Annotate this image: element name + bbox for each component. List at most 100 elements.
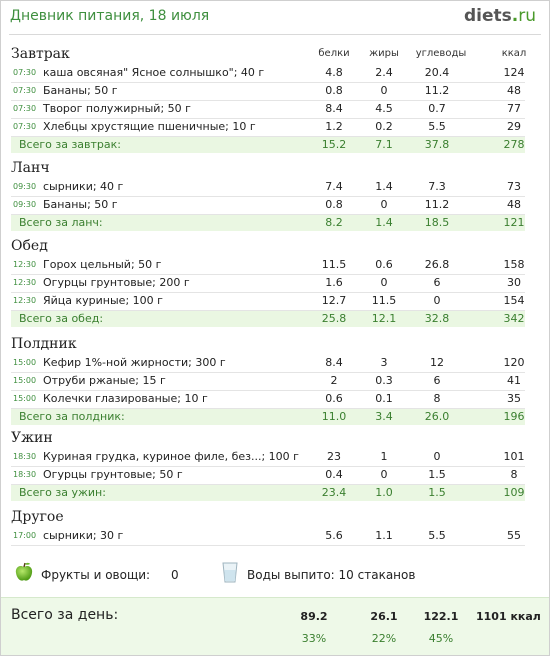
food-time: 15:00 [13, 358, 37, 367]
food-row[interactable]: 12:30 Огурцы грунтовые; 200 г 1.6 0 6 30 [11, 275, 525, 293]
meal-total-kcal: 196 [503, 410, 525, 423]
meal-total-row: Всего за завтрак: 15.2 7.1 37.8 278 [11, 137, 525, 153]
meal-title: Полдник [11, 336, 77, 352]
food-kcal: 77 [507, 102, 521, 115]
food-protein: 1.2 [325, 120, 343, 133]
food-protein: 1.6 [325, 276, 343, 289]
food-carbs: 0 [433, 450, 441, 463]
food-protein: 0.4 [325, 468, 343, 481]
food-carbs: 0.7 [428, 102, 446, 115]
food-fat: 0.2 [375, 120, 393, 133]
food-time: 12:30 [13, 260, 37, 269]
fruits-value: 0 [171, 568, 179, 582]
meal-total-protein: 23.4 [321, 486, 347, 499]
food-protein: 0.8 [325, 198, 343, 211]
food-name: Бананы; 50 г [43, 198, 118, 211]
meal-total-fat: 1.4 [375, 216, 393, 229]
food-fat: 1.1 [375, 529, 393, 542]
page-title: Дневник питания, 18 июля [10, 8, 210, 24]
column-protein: белки [318, 48, 350, 59]
day-fat: 26.1 [370, 610, 398, 623]
day-carbs-pct: 45% [428, 632, 454, 645]
food-row[interactable]: 18:30 Куриная грудка, куриное филе, без..… [11, 449, 525, 467]
meal-total-kcal: 121 [503, 216, 525, 229]
food-carbs: 8 [433, 392, 441, 405]
food-carbs: 20.4 [424, 66, 450, 79]
day-total-label: Всего за день: [11, 607, 119, 623]
meal-total-label: Всего за полдник: [19, 410, 125, 423]
food-fat: 0 [380, 198, 388, 211]
food-time: 07:30 [13, 68, 37, 77]
meal-title: Другое [11, 509, 64, 525]
meal-title: Обед [11, 238, 48, 254]
food-row[interactable]: 17:00 сырники; 30 г 5.6 1.1 5.5 55 [11, 528, 525, 546]
column-carbs: углеводы [415, 48, 467, 59]
food-row[interactable]: 15:00 Колечки глазированые; 10 г 0.6 0.1 8 35 [11, 391, 525, 409]
food-row[interactable]: 18:30 Огурцы грунтовые; 50 г 0.4 0 1.5 8 [11, 467, 525, 485]
food-row[interactable]: 09:30 Бананы; 50 г 0.8 0 11.2 48 [11, 197, 525, 215]
food-kcal: 101 [503, 450, 525, 463]
food-kcal: 41 [507, 374, 521, 387]
food-kcal: 48 [507, 84, 521, 97]
food-carbs: 6 [433, 374, 441, 387]
food-name: Огурцы грунтовые; 200 г [43, 276, 190, 289]
apple-icon [15, 562, 33, 581]
header-divider [9, 34, 541, 35]
food-row[interactable]: 07:30 Бананы; 50 г 0.8 0 11.2 48 [11, 83, 525, 101]
food-row[interactable]: 12:30 Горох цельный; 50 г 11.5 0.6 26.8 158 [11, 257, 525, 275]
food-carbs: 11.2 [424, 198, 450, 211]
food-name: сырники; 40 г [43, 180, 124, 193]
meal-total-row: Всего за обед: 25.8 12.1 32.8 342 [11, 311, 525, 327]
food-time: 07:30 [13, 104, 37, 113]
food-row[interactable]: 15:00 Отруби ржаные; 15 г 2 0.3 6 41 [11, 373, 525, 391]
food-kcal: 29 [507, 120, 521, 133]
food-fat: 0.3 [375, 374, 393, 387]
food-fat: 1 [380, 450, 388, 463]
food-name: Кефир 1%-ной жирности; 300 г [43, 356, 226, 369]
food-kcal: 8 [510, 468, 518, 481]
food-carbs: 5.5 [428, 120, 446, 133]
food-fat: 0 [380, 276, 388, 289]
food-protein: 0.6 [325, 392, 343, 405]
meal-total-label: Всего за ужин: [19, 486, 106, 499]
food-kcal: 120 [503, 356, 525, 369]
food-row[interactable]: 07:30 каша овсяная" Ясное солнышко"; 40 г… [11, 65, 525, 83]
food-fat: 0.6 [375, 258, 393, 271]
food-kcal: 30 [507, 276, 521, 289]
food-protein: 7.4 [325, 180, 343, 193]
meal-total-protein: 15.2 [321, 138, 347, 151]
logo-tld: ru [518, 6, 536, 26]
food-protein: 5.6 [325, 529, 343, 542]
food-fat: 4.5 [375, 102, 393, 115]
column-kcal: ккал [501, 48, 527, 59]
food-row[interactable]: 12:30 Яйца куриные; 100 г 12.7 11.5 0 154 [11, 293, 525, 311]
food-time: 07:30 [13, 122, 37, 131]
food-kcal: 55 [507, 529, 521, 542]
food-protein: 4.8 [325, 66, 343, 79]
food-row[interactable]: 07:30 Хлебцы хрустящие пшеничные; 10 г 1.2… [11, 119, 525, 137]
food-name: Хлебцы хрустящие пшеничные; 10 г [43, 120, 256, 133]
food-time: 09:30 [13, 200, 37, 209]
meal-total-kcal: 342 [503, 312, 525, 325]
food-kcal: 73 [507, 180, 521, 193]
food-time: 18:30 [13, 452, 37, 461]
meal-title: Ужин [11, 430, 53, 446]
food-carbs: 12 [430, 356, 444, 369]
day-fat-pct: 22% [371, 632, 397, 645]
food-name: Колечки глазированые; 10 г [43, 392, 208, 405]
header: Дневник питания, 18 июля diets.ru [1, 1, 549, 35]
meal-total-protein: 25.8 [321, 312, 347, 325]
food-row[interactable]: 07:30 Творог полужирный; 50 г 8.4 4.5 0.7 77 [11, 101, 525, 119]
meal-total-fat: 12.1 [371, 312, 397, 325]
meal-total-kcal: 109 [503, 486, 525, 499]
food-row[interactable]: 09:30 сырники; 40 г 7.4 1.4 7.3 73 [11, 179, 525, 197]
site-logo[interactable]: diets.ru [464, 6, 536, 26]
food-kcal: 35 [507, 392, 521, 405]
food-fat: 11.5 [371, 294, 397, 307]
food-carbs: 7.3 [428, 180, 446, 193]
food-row[interactable]: 15:00 Кефир 1%-ной жирности; 300 г 8.4 3 12 1… [11, 355, 525, 373]
meal-total-carbs: 37.8 [424, 138, 450, 151]
extras-bar: Фрукты и овощи: 0 Воды выпито: 10 стакан… [1, 559, 549, 591]
meal-total-carbs: 18.5 [424, 216, 450, 229]
